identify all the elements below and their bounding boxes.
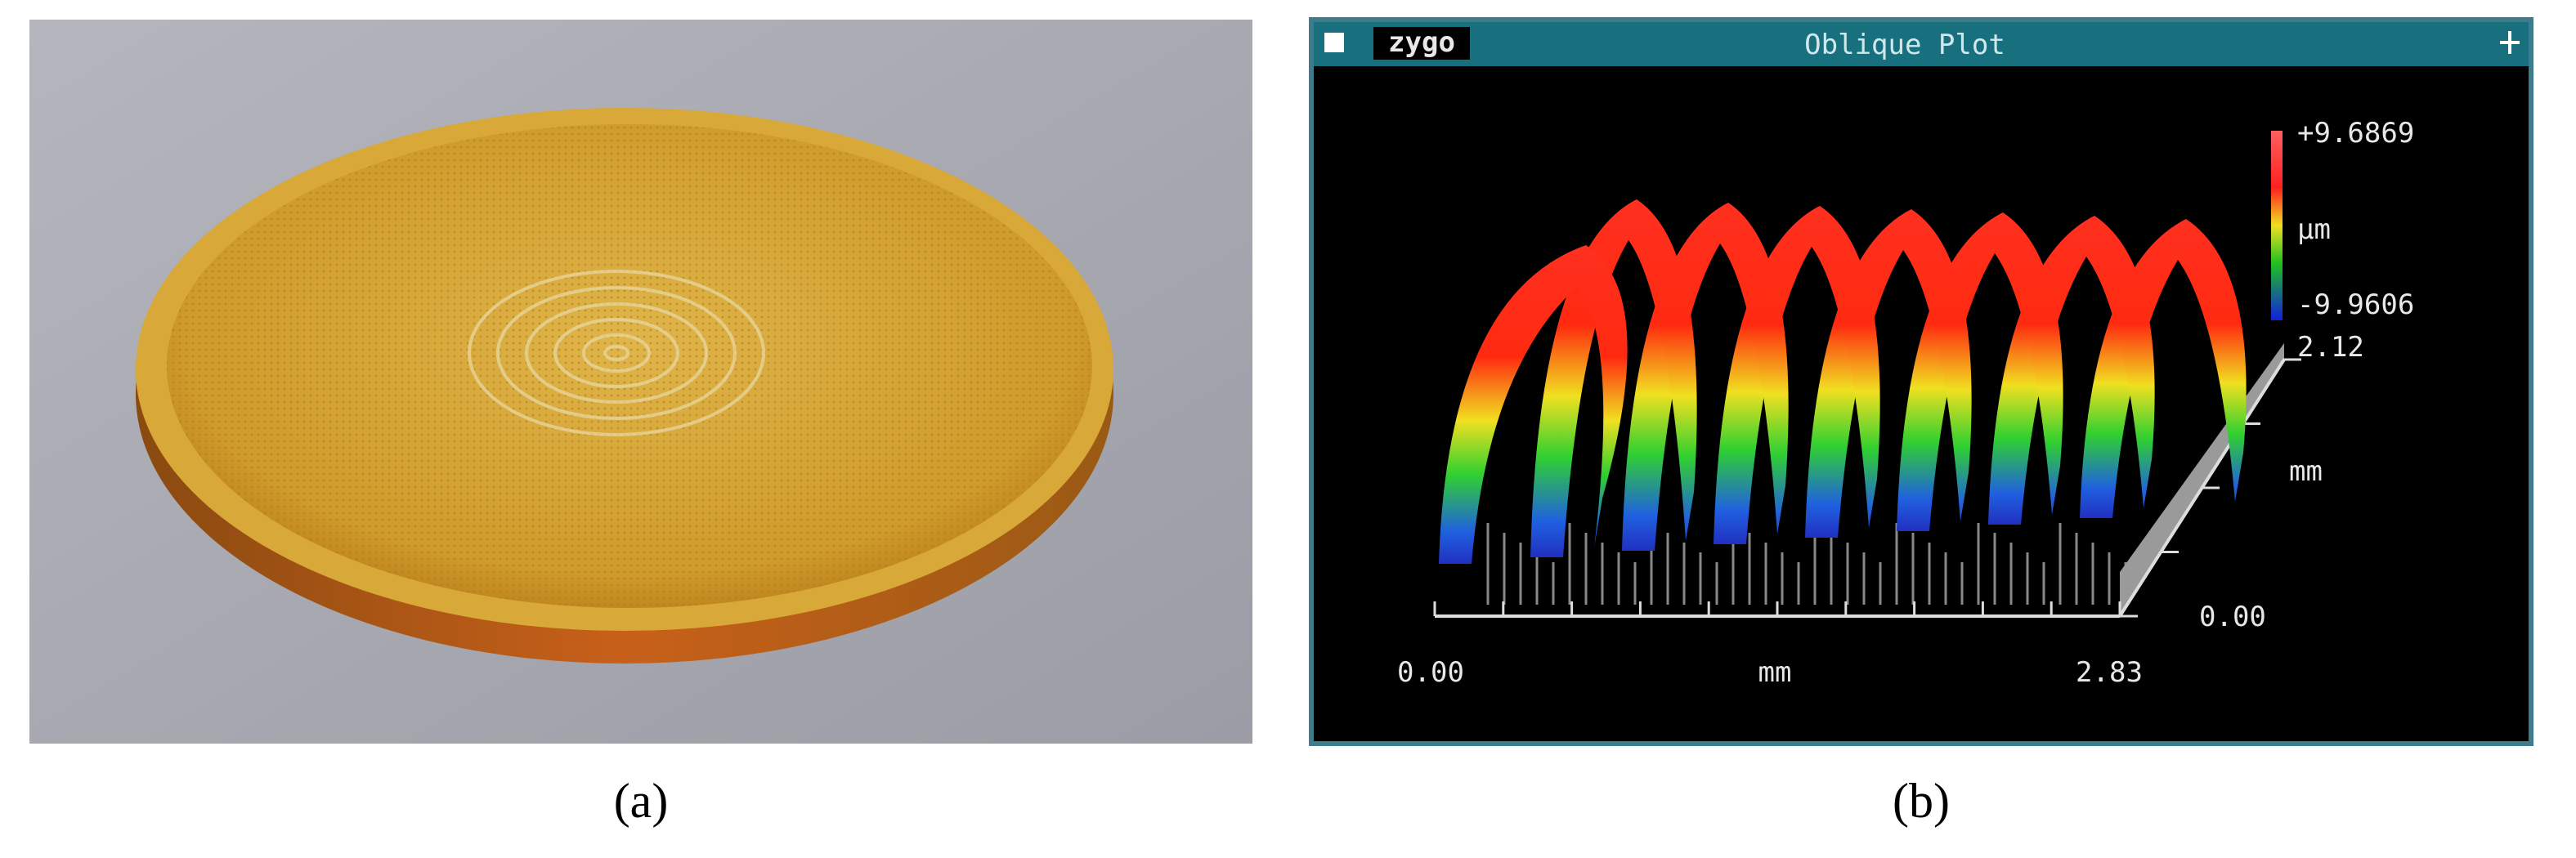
x-axis-unit: mm bbox=[1758, 656, 1792, 689]
scale-min: -9.9606 bbox=[2297, 288, 2414, 321]
fresnel-rings bbox=[468, 270, 765, 436]
close-icon bbox=[1324, 33, 1344, 52]
color-bar bbox=[2271, 131, 2283, 320]
title-bar bbox=[1314, 22, 2529, 66]
scale-max: +9.6869 bbox=[2297, 117, 2414, 150]
y-axis-unit: mm bbox=[2289, 455, 2323, 488]
window-title: Oblique Plot bbox=[1804, 29, 2005, 61]
panel-a bbox=[29, 20, 1252, 744]
brand: zygo bbox=[1388, 26, 1455, 59]
x-axis-min: 0.00 bbox=[1397, 656, 1464, 689]
y-axis-max: 2.12 bbox=[2297, 331, 2364, 364]
surface-sheet bbox=[1439, 245, 1628, 564]
panel-b: zygo Oblique Plot +9.6869 µm -9.9606 2.1… bbox=[1309, 17, 2533, 746]
caption-a: (a) bbox=[614, 774, 669, 828]
scale-unit: µm bbox=[2297, 213, 2331, 246]
caption-b: (b) bbox=[1893, 774, 1950, 828]
y-axis-min: 0.00 bbox=[2199, 601, 2266, 633]
window-icon bbox=[2500, 31, 2520, 54]
brand-box bbox=[1373, 27, 1470, 60]
surface-plot bbox=[1433, 199, 2301, 618]
x-axis-max: 2.83 bbox=[2076, 656, 2143, 689]
disc-mesh bbox=[167, 124, 1092, 608]
